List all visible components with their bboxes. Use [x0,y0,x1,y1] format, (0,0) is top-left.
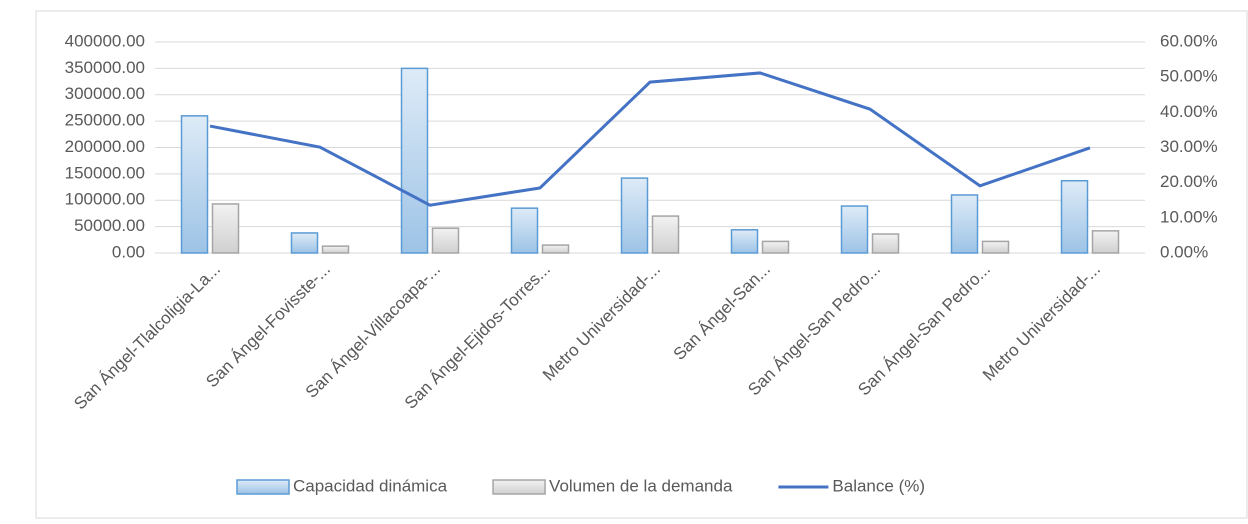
legend-swatch [236,479,290,495]
line [209,71,1091,207]
bar [431,227,460,254]
bar [950,194,979,254]
bar [211,203,240,254]
bar [290,232,319,254]
bar [400,67,429,254]
bar [761,240,790,254]
bar [1060,179,1089,254]
legend-swatch [492,479,546,495]
y-tick-label: 0.00 [112,242,145,261]
y-tick-label: 200000.00 [65,137,145,156]
y2-tick-label: 40.00% [1160,102,1218,121]
y-tick-label: 300000.00 [65,84,145,103]
y2-tick-label: 20.00% [1160,172,1218,191]
y-tick-label: 150000.00 [65,163,145,182]
legend-label: Balance (%) [832,476,925,495]
y-tick-label: 50000.00 [74,216,145,235]
y2-tick-label: 50.00% [1160,67,1218,86]
bar [510,207,539,254]
bar [180,115,209,254]
y-tick-label: 350000.00 [65,58,145,77]
y-tick-label: 100000.00 [65,190,145,209]
y-tick-label: 250000.00 [65,111,145,130]
y2-tick-label: 0.00% [1160,242,1208,261]
chart-frame [35,10,1248,519]
bar [730,229,759,254]
bar [1091,230,1120,254]
bar [321,245,350,254]
y2-tick-label: 10.00% [1160,207,1218,226]
y2-tick-label: 60.00% [1160,31,1218,50]
bar [981,240,1010,254]
bar [620,177,649,254]
legend-label: Volumen de la demanda [549,476,733,495]
bar [871,233,900,254]
y-tick-label: 400000.00 [65,31,145,50]
y2-tick-label: 30.00% [1160,137,1218,156]
legend-label: Capacidad dinámica [293,476,448,495]
bar [651,215,680,254]
bar [840,205,869,254]
bar [541,244,570,254]
